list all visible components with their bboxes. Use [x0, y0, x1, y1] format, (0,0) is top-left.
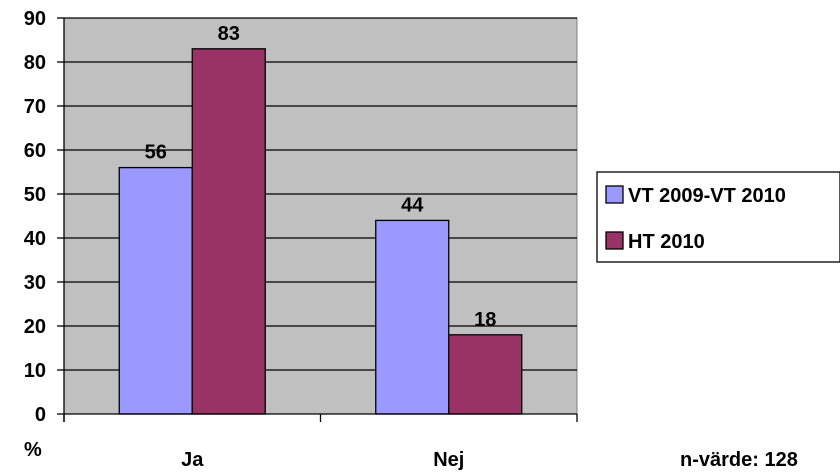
- category-label: Nej: [433, 449, 464, 471]
- y-tick-label: 20: [24, 316, 46, 338]
- n-value-footnote: n-värde: 128: [680, 449, 798, 471]
- y-tick-label: 80: [24, 52, 46, 74]
- y-tick-label: 0: [35, 404, 46, 426]
- legend-box: [596, 171, 840, 263]
- data-label: 18: [474, 309, 496, 331]
- y-tick-label: 30: [24, 272, 46, 294]
- bar: [448, 334, 523, 415]
- legend-label: HT 2010: [628, 231, 705, 253]
- legend-swatch: [605, 231, 624, 250]
- y-tick-label: 50: [24, 184, 46, 206]
- y-tick-label: 90: [24, 8, 46, 30]
- y-axis-unit-label: %: [24, 439, 42, 461]
- y-tick-label: 40: [24, 228, 46, 250]
- bar: [118, 166, 193, 415]
- bar: [191, 48, 266, 415]
- bar: [375, 219, 450, 415]
- y-tick-label: 60: [24, 140, 46, 162]
- data-label: 83: [218, 23, 240, 45]
- legend-swatch: [605, 185, 624, 204]
- category-label: Ja: [181, 449, 204, 471]
- y-tick-label: 10: [24, 360, 46, 382]
- legend-label: VT 2009-VT 2010: [628, 185, 786, 207]
- data-label: 44: [401, 194, 424, 216]
- data-label: 56: [145, 142, 167, 164]
- y-tick-label: 70: [24, 96, 46, 118]
